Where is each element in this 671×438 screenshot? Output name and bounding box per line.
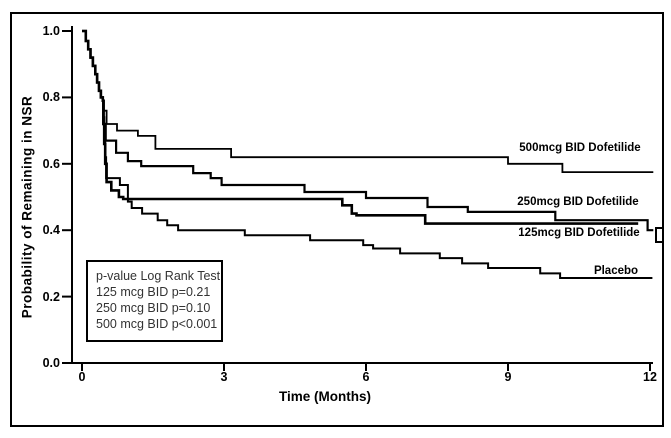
annotation-line-125: 125 mcg BID p=0.21 [96,285,211,299]
curve-label-placebo: Placebo [593,265,639,277]
x-axis-title: Time (Months) [279,389,371,404]
censor-tick-icon [655,227,664,243]
y-tick-label: 0.4 [42,223,60,238]
curve-label-500mcg: 500mcg BID Dofetilide [519,142,641,154]
annotation-line-500: 500 mcg BID p<0.001 [96,317,218,331]
x-tick-label: 9 [504,370,512,384]
curve-125mcg-bid-dofetilide [82,29,639,225]
y-tick-label: 0.0 [42,356,60,370]
curve-label-125mcg: 125mcg BID Dofetilide [518,227,640,239]
x-tick-label: 0 [78,370,86,384]
annotation-line-250: 250 mcg BID p=0.10 [96,301,211,315]
y-axis-title: Probability of Remaining in NSR [19,95,35,319]
x-tick-label: 3 [220,370,228,384]
y-tick-label: 1.0 [42,24,60,38]
x-tick-label: 12 [643,370,657,384]
figure-border [10,12,664,427]
y-tick-label: 0.8 [42,90,60,105]
y-tick-label: 0.6 [42,156,60,171]
y-tick-label: 0.2 [42,289,60,304]
pvalue-annotation-box: p-value Log Rank Test 125 mcg BID p=0.21… [86,260,223,342]
x-tick-label: 6 [362,370,370,384]
curve-label-250mcg: 250mcg BID Dofetilide [517,196,639,208]
annotation-title: p-value Log Rank Test [96,269,221,283]
curve-placebo [82,30,653,279]
